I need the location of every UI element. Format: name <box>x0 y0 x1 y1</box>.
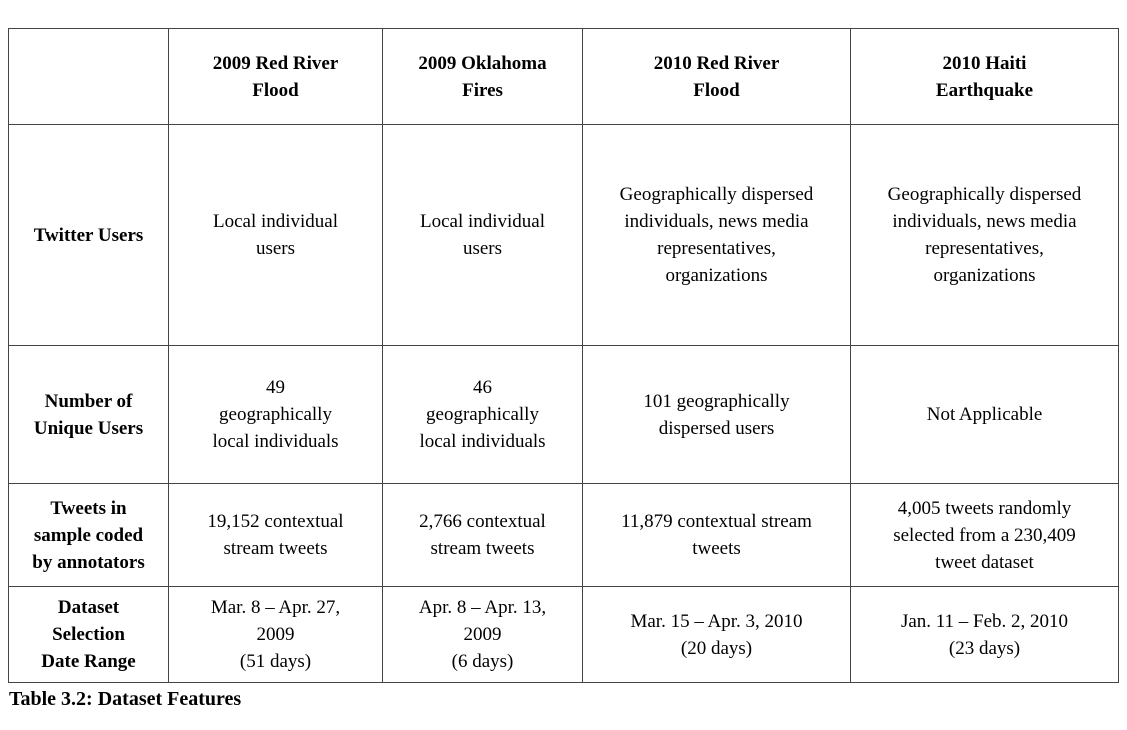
cell-twitter-users-2009-red-river-flood: Local individual users <box>168 124 383 346</box>
table-row-tweets-in-sample: Tweets in sample coded by annotators 19,… <box>8 483 1119 587</box>
column-header-2010-haiti-earthquake: 2010 Haiti Earthquake <box>850 28 1119 125</box>
row-header-tweets-in-sample: Tweets in sample coded by annotators <box>8 483 169 587</box>
cell-dates-2009-oklahoma-fires: Apr. 8 – Apr. 13, 2009 (6 days) <box>382 586 583 683</box>
cell-tweets-2010-haiti-earthquake: 4,005 tweets randomly selected from a 23… <box>850 483 1119 587</box>
row-header-twitter-users: Twitter Users <box>8 124 169 346</box>
table-row-dataset-date-range: Dataset Selection Date Range Mar. 8 – Ap… <box>8 586 1119 683</box>
cell-dates-2010-haiti-earthquake: Jan. 11 – Feb. 2, 2010 (23 days) <box>850 586 1119 683</box>
row-header-number-of-unique-users: Number of Unique Users <box>8 345 169 484</box>
column-header-empty <box>8 28 169 125</box>
cell-twitter-users-2009-oklahoma-fires: Local individual users <box>382 124 583 346</box>
dataset-features-table: 2009 Red River Flood 2009 Oklahoma Fires… <box>8 28 1119 683</box>
table-row-number-of-unique-users: Number of Unique Users 49 geographically… <box>8 345 1119 484</box>
table-row-twitter-users: Twitter Users Local individual users Loc… <box>8 124 1119 346</box>
cell-dates-2009-red-river-flood: Mar. 8 – Apr. 27, 2009 (51 days) <box>168 586 383 683</box>
row-header-dataset-date-range: Dataset Selection Date Range <box>8 586 169 683</box>
cell-unique-users-2010-haiti-earthquake: Not Applicable <box>850 345 1119 484</box>
cell-unique-users-2010-red-river-flood: 101 geographically dispersed users <box>582 345 851 484</box>
cell-tweets-2009-oklahoma-fires: 2,766 contextual stream tweets <box>382 483 583 587</box>
table-header-row: 2009 Red River Flood 2009 Oklahoma Fires… <box>8 28 1119 125</box>
cell-tweets-2010-red-river-flood: 11,879 contextual stream tweets <box>582 483 851 587</box>
cell-unique-users-2009-oklahoma-fires: 46 geographically local individuals <box>382 345 583 484</box>
column-header-2009-oklahoma-fires: 2009 Oklahoma Fires <box>382 28 583 125</box>
column-header-2009-red-river-flood: 2009 Red River Flood <box>168 28 383 125</box>
cell-twitter-users-2010-haiti-earthquake: Geographically dispersed individuals, ne… <box>850 124 1119 346</box>
table-caption: Table 3.2: Dataset Features <box>9 688 242 710</box>
column-header-2010-red-river-flood: 2010 Red River Flood <box>582 28 851 125</box>
cell-tweets-2009-red-river-flood: 19,152 contextual stream tweets <box>168 483 383 587</box>
cell-dates-2010-red-river-flood: Mar. 15 – Apr. 3, 2010 (20 days) <box>582 586 851 683</box>
cell-twitter-users-2010-red-river-flood: Geographically dispersed individuals, ne… <box>582 124 851 346</box>
table-container: 2009 Red River Flood 2009 Oklahoma Fires… <box>8 28 1119 711</box>
cell-unique-users-2009-red-river-flood: 49 geographically local individuals <box>168 345 383 484</box>
